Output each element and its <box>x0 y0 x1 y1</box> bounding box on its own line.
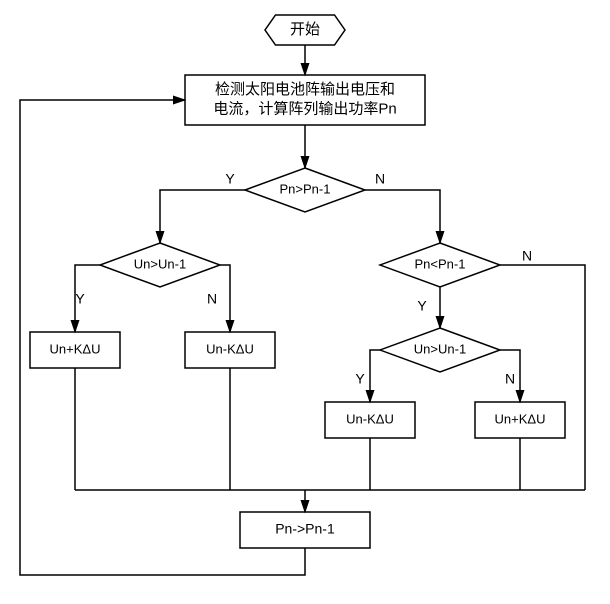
node-r4-label: Un+KΔU <box>495 411 546 426</box>
node-r1: Un+KΔU <box>30 332 120 368</box>
node-d4-label: Un>Un-1 <box>414 341 466 356</box>
edge-label-d3_n: N <box>522 248 532 264</box>
node-detect-line0: 检测太阳电池阵输出电压和 <box>215 81 395 98</box>
node-detect: 检测太阳电池阵输出电压和电流，计算阵列输出功率Pn <box>185 75 425 125</box>
edge-label-d1_n: N <box>375 171 385 187</box>
node-r2: Un-KΔU <box>185 332 275 368</box>
node-r2-label: Un-KΔU <box>206 341 254 356</box>
node-d1: Pn>Pn-1 <box>245 168 365 212</box>
edge-label-d4_y: Y <box>355 371 365 387</box>
node-start-label: 开始 <box>290 21 320 38</box>
node-assign: Pn->Pn-1 <box>240 512 370 548</box>
node-detect-line1: 电流，计算阵列输出功率Pn <box>213 100 396 118</box>
node-start: 开始 <box>265 15 345 45</box>
node-d4: Un>Un-1 <box>380 328 500 372</box>
node-d3: Pn<Pn-1 <box>380 243 500 287</box>
edge-label-d3_y: Y <box>417 298 427 314</box>
edge-label-d2_y: Y <box>75 291 85 307</box>
node-d2-label: Un>Un-1 <box>134 256 186 271</box>
node-d3-label: Pn<Pn-1 <box>415 256 466 271</box>
edge-label-d2_n: N <box>207 291 217 307</box>
node-r4: Un+KΔU <box>475 402 565 438</box>
edge-label-d1_y: Y <box>225 171 235 187</box>
node-d1-label: Pn>Pn-1 <box>280 181 331 196</box>
node-r3: Un-KΔU <box>325 402 415 438</box>
node-d2: Un>Un-1 <box>100 243 220 287</box>
edge-label-d4_n: N <box>505 371 515 387</box>
node-assign-label: Pn->Pn-1 <box>275 521 335 537</box>
node-r3-label: Un-KΔU <box>346 411 394 426</box>
node-r1-label: Un+KΔU <box>50 341 101 356</box>
